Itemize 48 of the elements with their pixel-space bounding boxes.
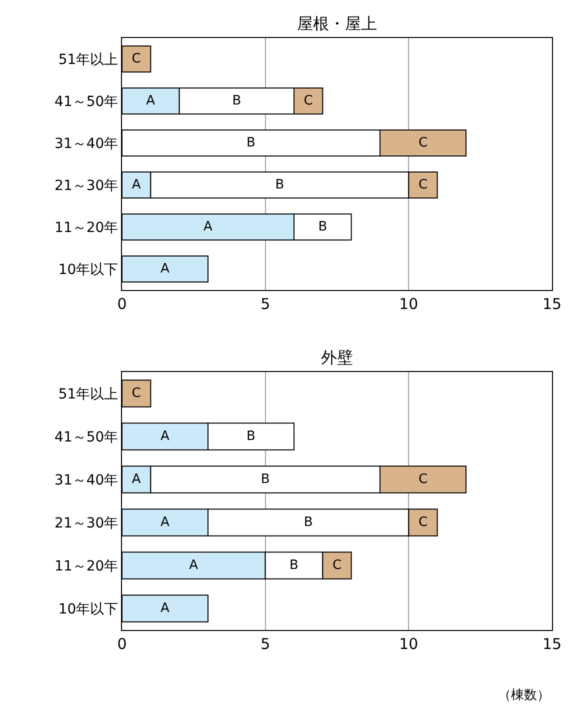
y-tick-label: 21～30年 — [54, 178, 118, 194]
y-tick-label: 41～50年 — [54, 429, 118, 446]
y-tick-label: 10年以下 — [58, 601, 118, 618]
text: A — [132, 472, 141, 487]
text: B — [275, 178, 284, 192]
text: C — [418, 136, 428, 150]
x-tick-label: 15 — [542, 295, 562, 313]
chart-title: 外壁 — [321, 348, 353, 367]
x-tick-label: 15 — [542, 635, 562, 653]
y-tick-label: 11～20年 — [54, 220, 118, 236]
text: B — [318, 220, 328, 234]
chart-title: 屋根・屋上 — [297, 14, 377, 33]
text: C — [332, 558, 342, 573]
text: A — [132, 178, 141, 192]
y-tick-label: 31～40年 — [54, 472, 118, 488]
series-label: A — [160, 429, 170, 444]
text: C — [304, 94, 313, 108]
text: （棟数） — [498, 688, 550, 703]
y-tick-label: 51年以上 — [58, 52, 118, 68]
text: A — [160, 601, 170, 616]
y-tick-label: 31～40年 — [54, 136, 118, 152]
text: B — [290, 558, 298, 573]
text: C — [418, 178, 428, 192]
text: C — [418, 472, 428, 487]
x-tick-label: 0 — [117, 295, 127, 313]
y-tick-label: 10年以下 — [58, 262, 118, 278]
text: C — [418, 515, 428, 530]
text: B — [304, 515, 313, 530]
text: A — [160, 515, 170, 530]
series-label: B — [246, 429, 256, 444]
text: A — [204, 220, 212, 234]
series-label: B — [232, 94, 242, 108]
series-label: C — [132, 386, 141, 401]
x-tick-label: 10 — [399, 635, 418, 653]
text: B — [260, 472, 270, 487]
y-tick-label: 21～30年 — [54, 515, 118, 532]
x-tick-label: 5 — [260, 635, 270, 653]
series-label: A — [160, 262, 170, 276]
x-tick-label: 10 — [399, 295, 418, 313]
y-tick-label: 11～20年 — [54, 558, 118, 574]
text: A — [189, 558, 198, 573]
series-label: C — [132, 52, 141, 66]
text: A — [146, 94, 156, 108]
text: B — [246, 136, 256, 150]
y-tick-label: 51年以上 — [58, 386, 118, 402]
x-tick-label: 5 — [260, 295, 270, 313]
y-tick-label: 41～50年 — [54, 94, 118, 110]
x-tick-label: 0 — [117, 635, 127, 653]
